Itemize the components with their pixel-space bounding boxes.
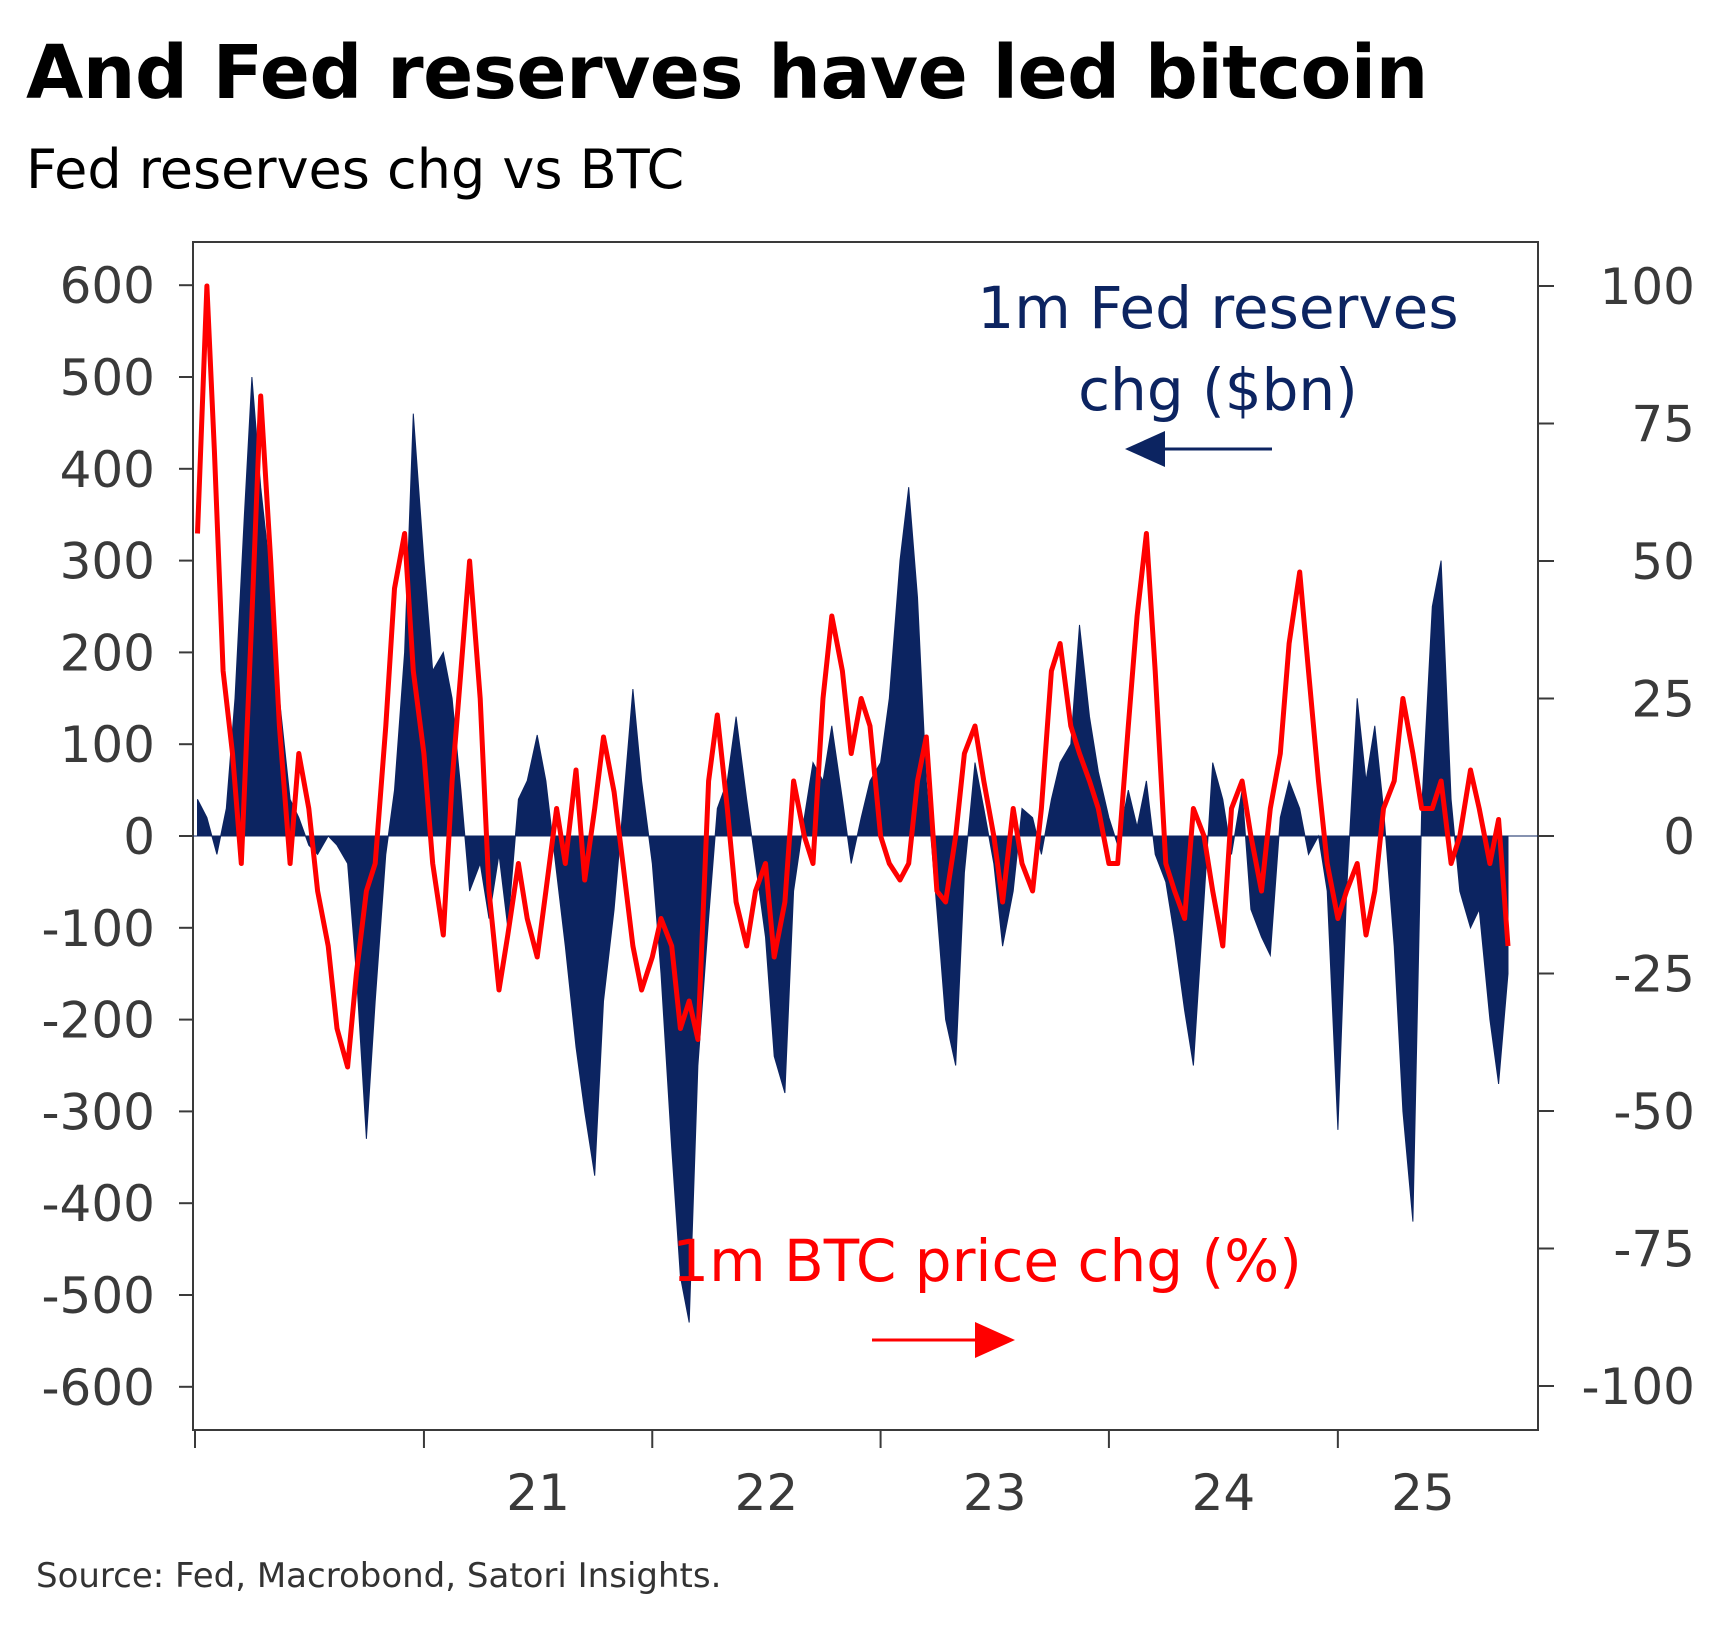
right-tick-label: 75 bbox=[1631, 396, 1695, 454]
right-tick-label: -100 bbox=[1582, 1358, 1695, 1416]
x-tick-label: 22 bbox=[735, 1464, 799, 1522]
left-tick-label: -600 bbox=[42, 1359, 155, 1417]
left-tick-label: 100 bbox=[60, 716, 155, 774]
left-tick-label: -300 bbox=[42, 1083, 155, 1141]
source-note: Source: Fed, Macrobond, Satori Insights. bbox=[36, 1556, 722, 1596]
x-tick-label: 23 bbox=[963, 1464, 1027, 1522]
reserves-annotation-line1: 1m Fed reserves bbox=[977, 274, 1458, 342]
x-axis: 21 22 23 24 25 bbox=[194, 1430, 1455, 1522]
btc-arrow-right bbox=[872, 1322, 1015, 1358]
left-tick-label: 0 bbox=[123, 808, 155, 866]
left-tick-label: -400 bbox=[42, 1175, 155, 1233]
annotations: 1m Fed reserves chg ($bn) 1m BTC price c… bbox=[672, 274, 1459, 1358]
left-tick-label: 400 bbox=[60, 441, 155, 499]
right-tick-label: -75 bbox=[1613, 1221, 1695, 1279]
left-tick-label: 200 bbox=[60, 624, 155, 682]
left-tick-label: -200 bbox=[42, 992, 155, 1050]
reserves-area bbox=[197, 376, 1509, 1323]
x-tick-label: 21 bbox=[506, 1464, 570, 1522]
left-tick-label: -500 bbox=[42, 1267, 155, 1325]
x-tick-label: 24 bbox=[1192, 1464, 1256, 1522]
chart-title: And Fed reserves have led bitcoin bbox=[26, 30, 1428, 116]
right-tick-label: 25 bbox=[1631, 671, 1695, 729]
btc-line-layer bbox=[195, 283, 1511, 1070]
right-tick-label: 0 bbox=[1663, 808, 1695, 866]
right-tick-label: 100 bbox=[1600, 258, 1695, 316]
left-y-axis: 600 500 400 300 200 100 0 -100 -200 -300 -400 -500 -… bbox=[42, 257, 193, 1417]
left-tick-label: -100 bbox=[42, 900, 155, 958]
x-tick-label: 25 bbox=[1391, 1464, 1455, 1522]
btc-line bbox=[195, 283, 1511, 1070]
right-tick-label: -25 bbox=[1613, 946, 1695, 1004]
reserves-area-layer bbox=[193, 376, 1538, 1323]
reserves-annotation-line2: chg ($bn) bbox=[1078, 356, 1358, 424]
left-tick-label: 600 bbox=[60, 257, 155, 315]
right-tick-label: -50 bbox=[1613, 1083, 1695, 1141]
right-y-axis: 100 75 50 25 0 -25 -50 -75 -100 bbox=[1538, 258, 1695, 1416]
right-tick-label: 50 bbox=[1631, 533, 1695, 591]
btc-annotation: 1m BTC price chg (%) bbox=[672, 1227, 1302, 1295]
reserves-arrow-left bbox=[1125, 431, 1272, 467]
left-tick-label: 500 bbox=[60, 349, 155, 407]
chart-subtitle: Fed reserves chg vs BTC bbox=[26, 138, 685, 201]
left-tick-label: 300 bbox=[60, 533, 155, 591]
